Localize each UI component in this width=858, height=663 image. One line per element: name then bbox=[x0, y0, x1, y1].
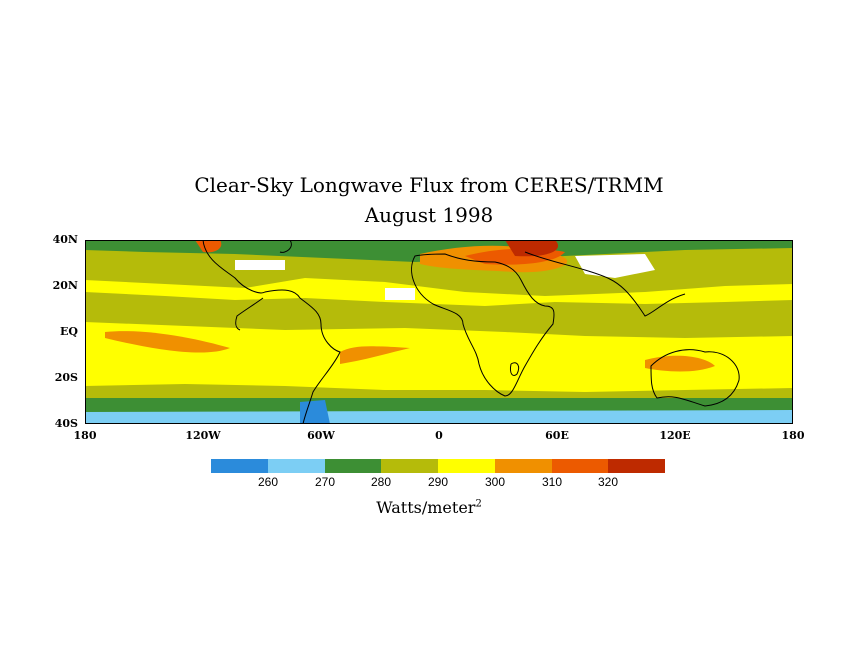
coast-asia bbox=[524, 251, 686, 317]
flux-band-310-australia bbox=[645, 355, 715, 372]
coastlines bbox=[202, 240, 740, 424]
flux-band-310-pacific bbox=[105, 331, 230, 353]
lon-tick-180e: 180 bbox=[781, 429, 805, 442]
coast-north-america-east bbox=[279, 240, 292, 253]
coast-australia bbox=[650, 349, 740, 407]
colorbar-label-320: 320 bbox=[597, 475, 619, 489]
lat-tick-eq: EQ bbox=[60, 325, 78, 338]
flux-band-320plus-arabia bbox=[505, 240, 559, 257]
units-base: Watts/meter bbox=[376, 498, 476, 517]
flux-map-svg bbox=[85, 240, 793, 424]
lat-tick-20s: 20S bbox=[54, 371, 78, 384]
flux-band-300-south bbox=[85, 322, 793, 392]
flux-band-270-south bbox=[85, 410, 793, 424]
colorbar-swatch-7 bbox=[551, 459, 609, 473]
lat-tick-20n: 20N bbox=[52, 279, 78, 292]
map-subtitle: August 1998 bbox=[364, 203, 494, 227]
colorbar-units: Watts/meter2 bbox=[0, 498, 858, 517]
lon-tick-180w: 180 bbox=[73, 429, 97, 442]
colorbar-label-270: 270 bbox=[314, 475, 336, 489]
colorbar-swatch-1 bbox=[211, 459, 268, 473]
lon-tick-120w: 120W bbox=[185, 429, 221, 442]
lat-tick-40s: 40S bbox=[54, 417, 78, 430]
flux-map bbox=[85, 240, 793, 424]
coast-south-america-west bbox=[235, 297, 264, 331]
colorbar-label-300: 300 bbox=[484, 475, 506, 489]
missing-data-africa bbox=[385, 288, 415, 300]
flux-band-260-south bbox=[300, 400, 330, 424]
colorbar-label-310: 310 bbox=[541, 475, 563, 489]
coast-americas bbox=[202, 240, 341, 424]
missing-data-asia bbox=[575, 254, 655, 278]
colorbar-swatch-8 bbox=[608, 459, 665, 473]
units-exponent: 2 bbox=[475, 498, 482, 510]
flux-contour-fills bbox=[85, 240, 793, 424]
lon-tick-60w: 60W bbox=[307, 429, 335, 442]
map-frame bbox=[85, 240, 793, 424]
colorbar bbox=[211, 459, 665, 473]
flux-band-280-south bbox=[85, 398, 793, 414]
flux-band-320-mexico bbox=[195, 240, 222, 253]
colorbar-label-260: 260 bbox=[257, 475, 279, 489]
lon-tick-0: 0 bbox=[435, 429, 443, 442]
flux-band-310-atlantic bbox=[340, 346, 410, 364]
lon-tick-120e: 120E bbox=[659, 429, 691, 442]
coast-africa bbox=[411, 253, 555, 397]
colorbar-swatch-3 bbox=[324, 459, 382, 473]
coast-madagascar bbox=[510, 362, 520, 377]
colorbar-swatch-4 bbox=[381, 459, 438, 473]
map-title: Clear-Sky Longwave Flux from CERES/TRMM bbox=[194, 173, 664, 197]
colorbar-label-280: 280 bbox=[370, 475, 392, 489]
lat-tick-40n: 40N bbox=[52, 233, 78, 246]
colorbar-swatch-6 bbox=[494, 459, 552, 473]
missing-data-america bbox=[235, 260, 285, 270]
lon-tick-60e: 60E bbox=[545, 429, 569, 442]
colorbar-swatch-2 bbox=[267, 459, 325, 473]
colorbar-swatch-5 bbox=[438, 459, 495, 473]
colorbar-label-290: 290 bbox=[427, 475, 449, 489]
